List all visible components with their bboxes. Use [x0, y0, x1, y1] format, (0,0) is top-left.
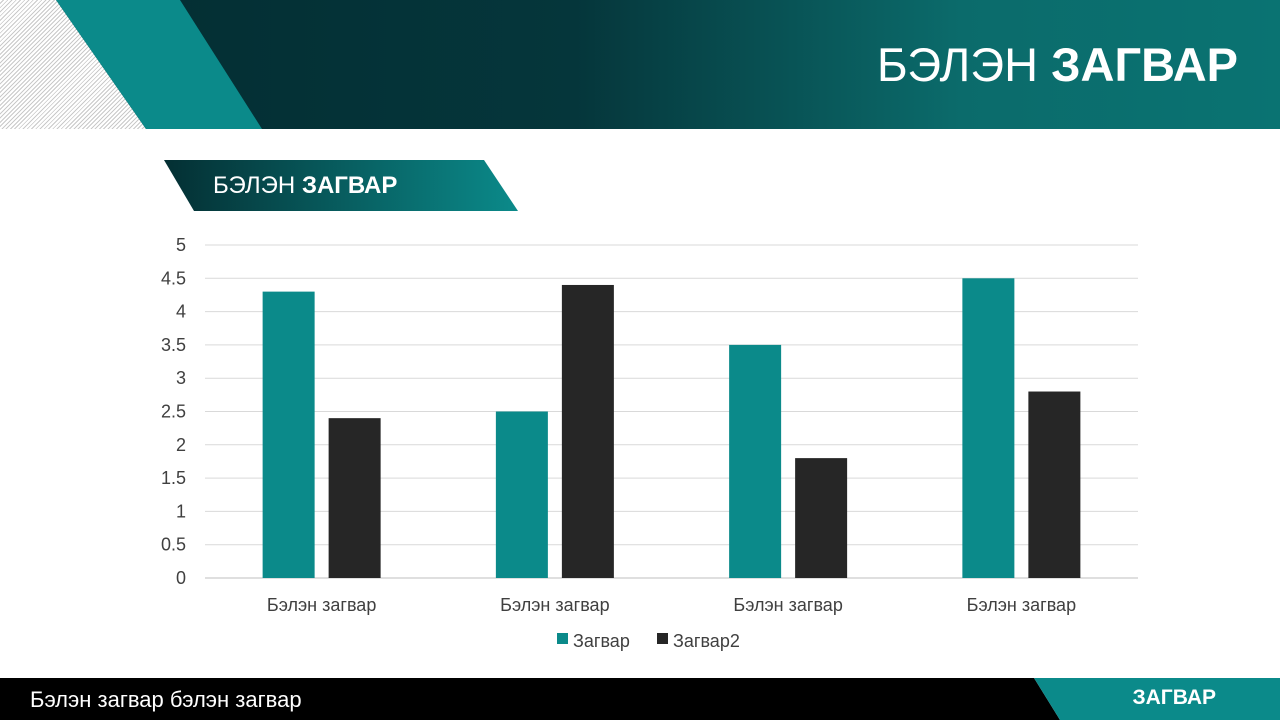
y-tick-label: 3 — [176, 368, 186, 388]
page-title: БЭЛЭН ЗАГВАР — [877, 35, 1238, 95]
bar-zagvar — [495, 411, 548, 578]
subtitle-banner — [164, 160, 518, 211]
y-tick-label: 2.5 — [161, 402, 186, 422]
y-tick-label: 5 — [176, 235, 186, 255]
bar-zagvar2 — [795, 458, 848, 578]
legend-label: Загвар2 — [673, 631, 740, 651]
legend-swatch — [557, 633, 568, 644]
subtitle-bold: ЗАГВАР — [301, 172, 398, 199]
bar-zagvar — [962, 278, 1015, 578]
legend-swatch — [657, 633, 668, 644]
y-tick-label: 1.5 — [161, 468, 186, 488]
footer-bar — [0, 678, 1060, 720]
x-category-label: Бэлэн загвар — [267, 595, 376, 615]
legend-label: Загвар — [573, 631, 630, 651]
x-category-label: Бэлэн загвар — [500, 595, 609, 615]
x-category-label: Бэлэн загвар — [733, 595, 842, 615]
bar-zagvar2 — [561, 284, 614, 578]
y-tick-label: 2 — [176, 435, 186, 455]
y-tick-label: 4.5 — [161, 268, 186, 288]
header-bar: БЭЛЭН ЗАГВАР — [0, 0, 1280, 129]
subtitle: БЭЛЭН ЗАГВАР — [213, 160, 397, 211]
page-title-light: БЭЛЭН — [876, 38, 1039, 91]
y-tick-label: 0.5 — [161, 535, 186, 555]
bar-zagvar2 — [328, 418, 381, 578]
y-tick-label: 3.5 — [161, 335, 186, 355]
y-tick-label: 0 — [176, 568, 186, 588]
footer-label: ЗАГВАР — [1132, 686, 1216, 709]
y-tick-label: 4 — [176, 302, 186, 322]
subtitle-light: БЭЛЭН — [213, 172, 296, 199]
footer-accent — [1034, 678, 1280, 720]
page-title-bold: ЗАГВАР — [1051, 38, 1238, 91]
y-tick-label: 1 — [176, 501, 186, 521]
bar-zagvar — [729, 344, 782, 578]
bar-zagvar2 — [1028, 391, 1081, 578]
footer-text: Бэлэн загвар бэлэн загвар — [30, 687, 302, 712]
x-category-label: Бэлэн загвар — [967, 595, 1076, 615]
bar-zagvar — [262, 291, 315, 578]
